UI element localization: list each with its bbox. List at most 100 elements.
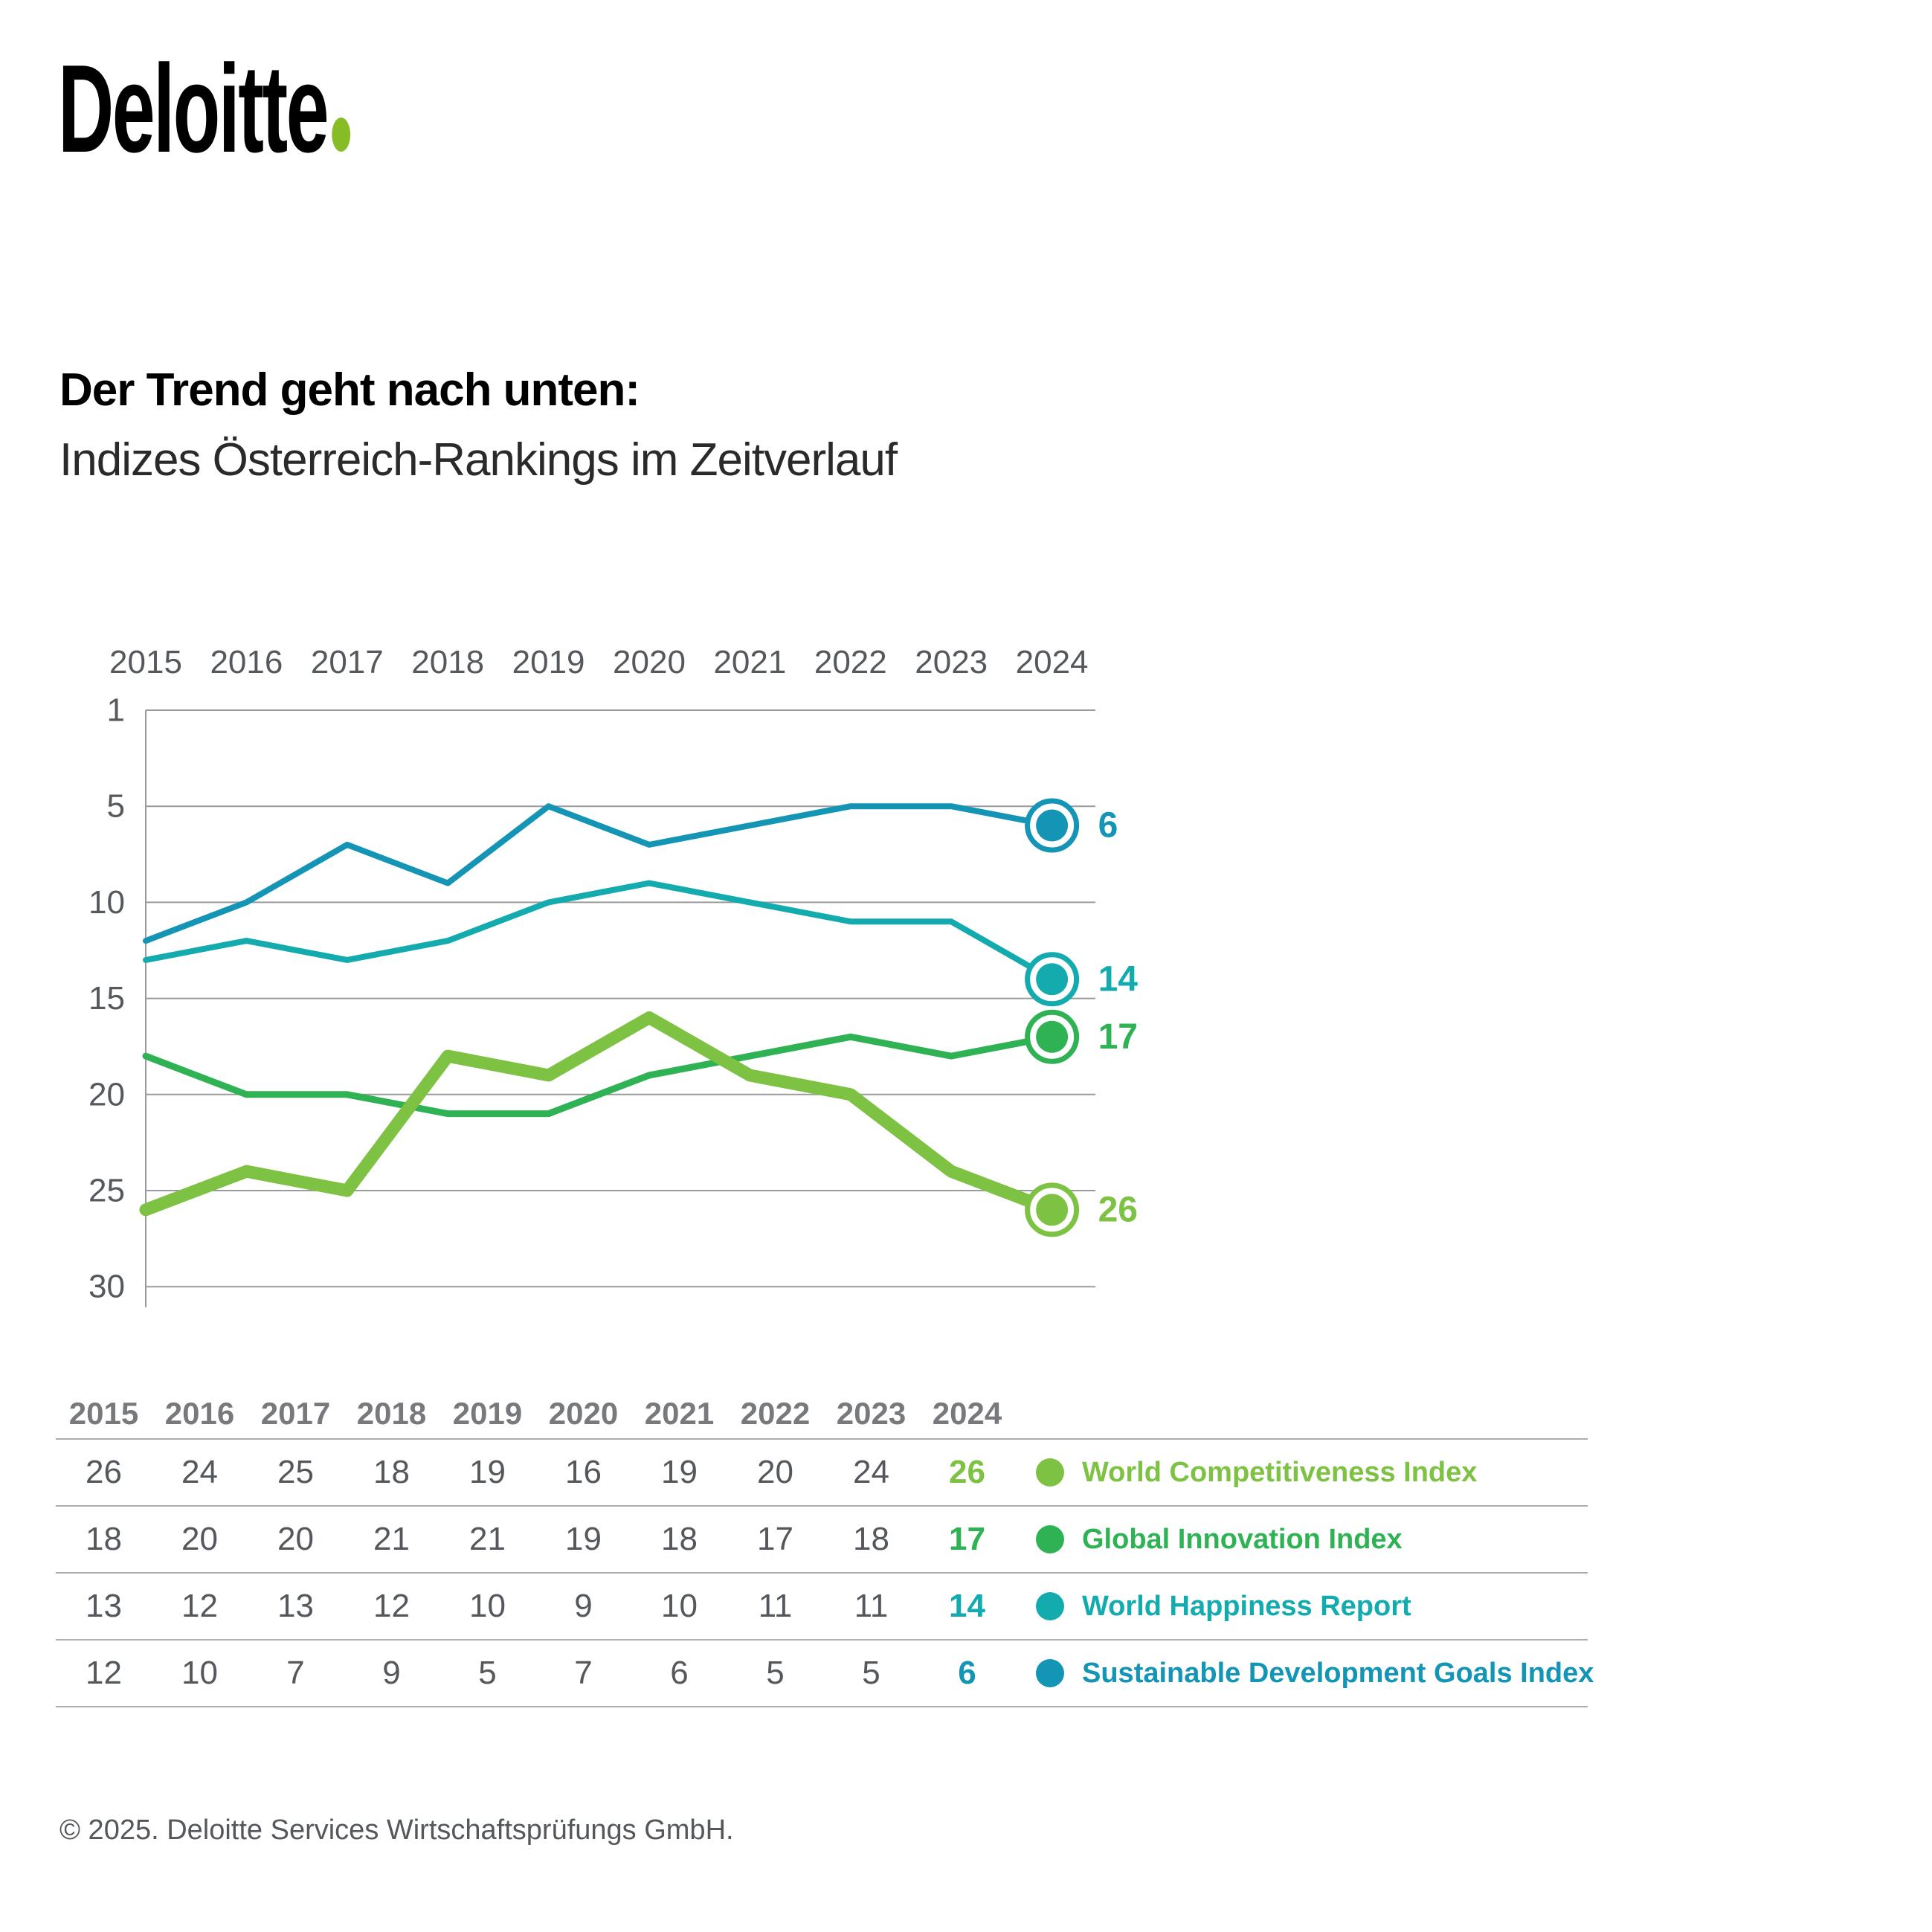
table-row: 26 24 25 18 19 16 19 20 24 26 World Competitivenes…: [56, 1440, 1588, 1507]
table-year-header: 2024: [932, 1396, 1002, 1431]
legend-label: Sustainable Development Goals Index: [1082, 1657, 1594, 1689]
table-year-header: 2016: [164, 1396, 235, 1431]
table-header-row: 2015 2016 2017 2018 2019 2020 2021 2022 2023 2024: [56, 1389, 1588, 1440]
table-cell: 13: [86, 1588, 122, 1624]
series-line-whr: [143, 880, 1055, 982]
legend-label: World Happiness Report: [1082, 1590, 1411, 1622]
table-cell: 10: [661, 1588, 698, 1624]
table-year-header: 2023: [836, 1396, 907, 1431]
y-axis-tick-label: 30: [88, 1269, 125, 1305]
table-cell: 18: [853, 1521, 889, 1557]
table-year-header: 2021: [644, 1396, 715, 1431]
table-cell: 19: [469, 1454, 506, 1490]
table-cell: 5: [478, 1655, 497, 1691]
table-cell: 18: [661, 1521, 698, 1557]
table-cell: 5: [766, 1655, 785, 1691]
y-axis-tick-label: 1: [107, 692, 125, 729]
table-row: 13 12 13 12 10 9 10 11 11 14 World Happiness Repor…: [56, 1574, 1588, 1640]
x-axis-year-label: 2022: [814, 644, 887, 680]
x-axis-year-label: 2020: [613, 644, 686, 680]
series-line-gii: [142, 1033, 1056, 1118]
table-cell: 17: [757, 1521, 793, 1557]
legend-dot-sdg-icon: [1036, 1659, 1064, 1687]
table-cell: 6: [958, 1655, 976, 1691]
title-line-2: Indizes Österreich-Rankings im Zeitverla…: [59, 434, 898, 486]
x-axis-year-label: 2015: [109, 644, 182, 680]
series-line-sdg: [143, 803, 1055, 944]
table-cell: 7: [574, 1655, 593, 1691]
legend-entry: Sustainable Development Goals Index: [1015, 1658, 1594, 1690]
y-axis-tick-label: 25: [88, 1173, 125, 1209]
table-cell: 19: [661, 1454, 698, 1490]
table-cell: 25: [277, 1454, 314, 1490]
table-cell: 16: [565, 1454, 602, 1490]
chart-title-block: Der Trend geht nach unten: Indizes Öster…: [59, 355, 898, 495]
table-cell: 9: [382, 1655, 401, 1691]
legend-dot-wci-icon: [1036, 1458, 1064, 1487]
table-cell: 21: [373, 1521, 410, 1557]
table-year-header: 2019: [452, 1396, 523, 1431]
table-cell: 18: [373, 1454, 410, 1490]
table-year-header: 2018: [356, 1396, 427, 1431]
end-marker-dot-wci: [1036, 1194, 1069, 1226]
table-cell: 10: [469, 1588, 506, 1624]
x-axis-year-label: 2017: [311, 644, 384, 680]
end-marker-dot-whr: [1036, 963, 1069, 996]
table-cell: 11: [854, 1588, 889, 1624]
data-table: 2015 2016 2017 2018 2019 2020 2021 2022 2023 2024…: [56, 1389, 1594, 1707]
end-value-label-wci: 26: [1098, 1190, 1138, 1229]
y-axis-tick-label: 10: [88, 884, 125, 921]
table-row: 18 20 20 21 21 19 18 17 18 17 Global Innovation In…: [56, 1507, 1588, 1574]
y-axis-tick-label: 20: [88, 1076, 125, 1112]
table-cell: 12: [373, 1588, 410, 1624]
table-cell: 11: [758, 1588, 793, 1624]
table-year-header: 2022: [740, 1396, 811, 1431]
x-axis-year-label: 2018: [411, 644, 484, 680]
legend-entry: Global Innovation Index: [1015, 1524, 1588, 1556]
x-axis-year-label: 2019: [512, 644, 585, 680]
deloitte-logo: Deloitte: [58, 46, 529, 171]
logo-text: Deloitte: [58, 46, 351, 171]
legend-label: Global Innovation Index: [1082, 1523, 1403, 1555]
table-row: 12 10 7 9 5 7 6 5 5 6 Sustainable Development Goal…: [56, 1640, 1594, 1707]
end-marker-dot-gii: [1036, 1020, 1069, 1053]
series-line-wci: [139, 1011, 1059, 1217]
copyright-text: © 2025. Deloitte Services Wirtschaftsprü…: [59, 1815, 734, 1846]
table-cell: 5: [862, 1655, 880, 1691]
legend-entry: World Happiness Report: [1015, 1591, 1588, 1623]
table-cell: 20: [757, 1454, 793, 1490]
end-value-label-gii: 17: [1098, 1017, 1138, 1057]
table-cell: 6: [670, 1655, 689, 1691]
table-cell: 20: [181, 1521, 218, 1557]
table-cell: 12: [181, 1588, 218, 1624]
y-axis-tick-label: 5: [107, 788, 125, 825]
table-cell: 26: [949, 1454, 985, 1490]
table-cell: 21: [469, 1521, 506, 1557]
table-cell: 24: [853, 1454, 889, 1490]
table-year-header: 2017: [260, 1396, 331, 1431]
table-cell: 13: [277, 1588, 314, 1624]
legend-entry: World Competitiveness Index: [1015, 1457, 1588, 1489]
table-cell: 7: [286, 1655, 305, 1691]
x-axis-year-label: 2023: [915, 644, 988, 680]
table-cell: 14: [949, 1588, 985, 1624]
title-line-1: Der Trend geht nach unten:: [59, 364, 640, 416]
table-cell: 9: [574, 1588, 593, 1624]
table-year-header: 2020: [548, 1396, 619, 1431]
table-year-header: 2015: [68, 1396, 139, 1431]
end-value-label-sdg: 6: [1098, 806, 1118, 846]
logo-green-dot-icon: [332, 117, 351, 152]
y-axis-tick-label: 15: [88, 980, 125, 1017]
table-cell: 18: [86, 1521, 122, 1557]
legend-dot-gii-icon: [1036, 1525, 1064, 1553]
end-value-label-whr: 14: [1098, 959, 1139, 999]
x-axis-year-label: 2016: [210, 644, 283, 680]
table-cell: 19: [565, 1521, 602, 1557]
legend-dot-whr-icon: [1036, 1592, 1064, 1620]
end-marker-dot-sdg: [1036, 809, 1069, 842]
x-axis-year-label: 2021: [713, 644, 786, 680]
table-cell: 17: [949, 1521, 985, 1557]
table-cell: 26: [86, 1454, 122, 1490]
